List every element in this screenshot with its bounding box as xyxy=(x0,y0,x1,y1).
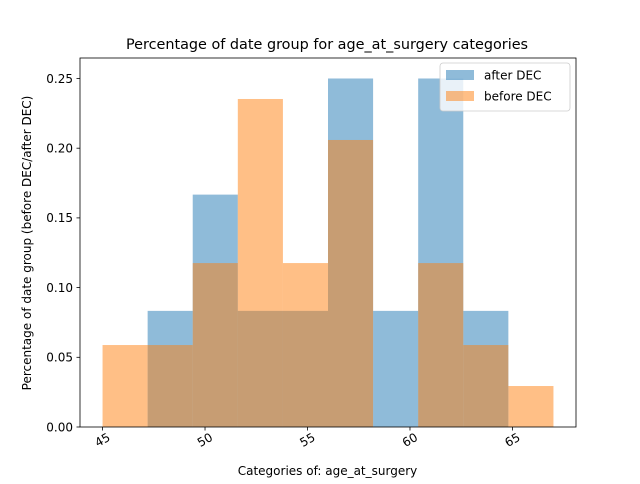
x-tick-label: 45 xyxy=(92,430,112,450)
y-axis-label: Percentage of date group (before DEC/aft… xyxy=(20,96,34,391)
x-tick-label: 55 xyxy=(297,430,317,450)
y-tick-label: 0.20 xyxy=(46,141,73,155)
legend: after DEC before DEC xyxy=(439,62,571,112)
x-tick-label: 65 xyxy=(502,430,522,450)
bar-before-dec-7 xyxy=(418,263,464,427)
legend-label: after DEC xyxy=(484,69,541,83)
bar-before-dec-5 xyxy=(328,139,374,427)
x-axis-label: Categories of: age_at_surgery xyxy=(238,464,418,478)
chart-title: Percentage of date group for age_at_surg… xyxy=(126,37,528,53)
x-tick-label: 60 xyxy=(400,430,420,450)
y-tick-label: 0.05 xyxy=(46,351,73,365)
bar-before-dec-9 xyxy=(508,386,554,427)
y-tick-label: 0.10 xyxy=(46,281,73,295)
bar-before-dec-8 xyxy=(463,345,509,427)
bar-after-dec-6 xyxy=(373,310,419,427)
legend-swatch xyxy=(446,91,474,101)
bar-before-dec-4 xyxy=(282,263,328,427)
y-axis: 0.00 0.05 0.10 0.15 0.20 0.25 xyxy=(46,72,80,434)
legend-label: before DEC xyxy=(484,90,552,104)
bar-before-dec-0 xyxy=(102,345,148,427)
x-axis: 45 50 55 60 65 xyxy=(92,427,523,450)
legend-swatch xyxy=(446,70,474,80)
y-tick-label: 0.25 xyxy=(46,72,73,86)
bar-before-dec-2 xyxy=(192,263,238,427)
plot-area xyxy=(79,57,577,428)
x-tick-label: 50 xyxy=(195,430,215,450)
bar-before-dec-3 xyxy=(237,98,283,428)
y-tick-label: 0.00 xyxy=(46,420,73,434)
bar-before-dec-1 xyxy=(147,345,193,427)
plot-frame xyxy=(79,57,577,428)
y-tick-label: 0.15 xyxy=(46,211,73,225)
